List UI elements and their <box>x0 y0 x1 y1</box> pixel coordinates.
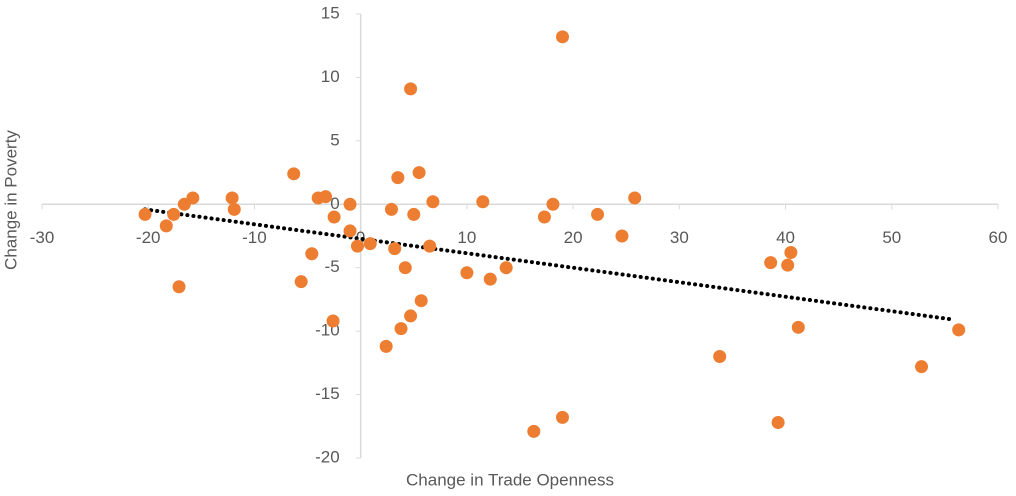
point <box>363 237 377 251</box>
point <box>423 239 437 253</box>
x-tick-label: -30 <box>30 228 55 247</box>
point <box>388 242 402 256</box>
point <box>186 191 200 205</box>
y-tick-label: 5 <box>330 130 339 149</box>
point <box>327 210 341 224</box>
x-tick-label: 10 <box>457 228 476 247</box>
y-axis-title: Change in Poverty <box>1 130 20 270</box>
point <box>404 82 418 96</box>
x-tick-label: 30 <box>670 228 689 247</box>
point <box>294 275 308 289</box>
point <box>379 339 393 353</box>
y-tick-label: 10 <box>321 67 340 86</box>
point <box>227 202 241 216</box>
x-tick-label: 40 <box>776 228 795 247</box>
point <box>615 229 629 243</box>
point <box>628 191 642 205</box>
point <box>384 202 398 216</box>
point <box>319 190 333 204</box>
point <box>404 309 418 323</box>
point <box>499 261 513 275</box>
point <box>460 266 474 280</box>
point <box>394 322 408 336</box>
point <box>172 280 186 294</box>
point <box>555 410 569 424</box>
point <box>343 224 357 238</box>
point <box>305 247 319 261</box>
point <box>167 207 181 221</box>
y-tick-label: 0 <box>330 194 339 213</box>
point <box>791 320 805 334</box>
point <box>391 171 405 185</box>
point <box>326 314 340 328</box>
point <box>537 210 551 224</box>
point <box>591 207 605 221</box>
point <box>952 323 966 337</box>
point <box>915 360 929 374</box>
x-tick-label: 0 <box>356 228 365 247</box>
x-tick-label: -20 <box>136 228 161 247</box>
y-tick-label: 15 <box>321 3 340 22</box>
x-tick-label: -10 <box>242 228 267 247</box>
y-tick-label: -15 <box>315 384 340 403</box>
y-tick-label: -5 <box>325 257 340 276</box>
point <box>138 207 152 221</box>
point <box>713 350 727 364</box>
point <box>764 256 778 270</box>
point <box>771 415 785 429</box>
point <box>546 197 560 211</box>
point <box>426 195 440 209</box>
point <box>287 167 301 181</box>
y-tick-label: -20 <box>315 447 340 466</box>
x-tick-label: 50 <box>882 228 901 247</box>
point <box>527 424 541 438</box>
point <box>483 272 497 286</box>
point <box>784 245 798 259</box>
point <box>225 191 239 205</box>
point <box>781 258 795 272</box>
point <box>555 30 569 44</box>
point <box>159 219 173 233</box>
trendline <box>143 207 957 322</box>
point <box>414 294 428 308</box>
point <box>476 195 490 209</box>
x-tick-label: 60 <box>989 228 1008 247</box>
point <box>412 166 426 180</box>
point <box>398 261 412 275</box>
point <box>343 197 357 211</box>
x-axis-title: Change in Trade Openness <box>406 470 614 489</box>
point <box>407 207 421 221</box>
x-tick-label: 20 <box>564 228 583 247</box>
point <box>350 239 364 253</box>
